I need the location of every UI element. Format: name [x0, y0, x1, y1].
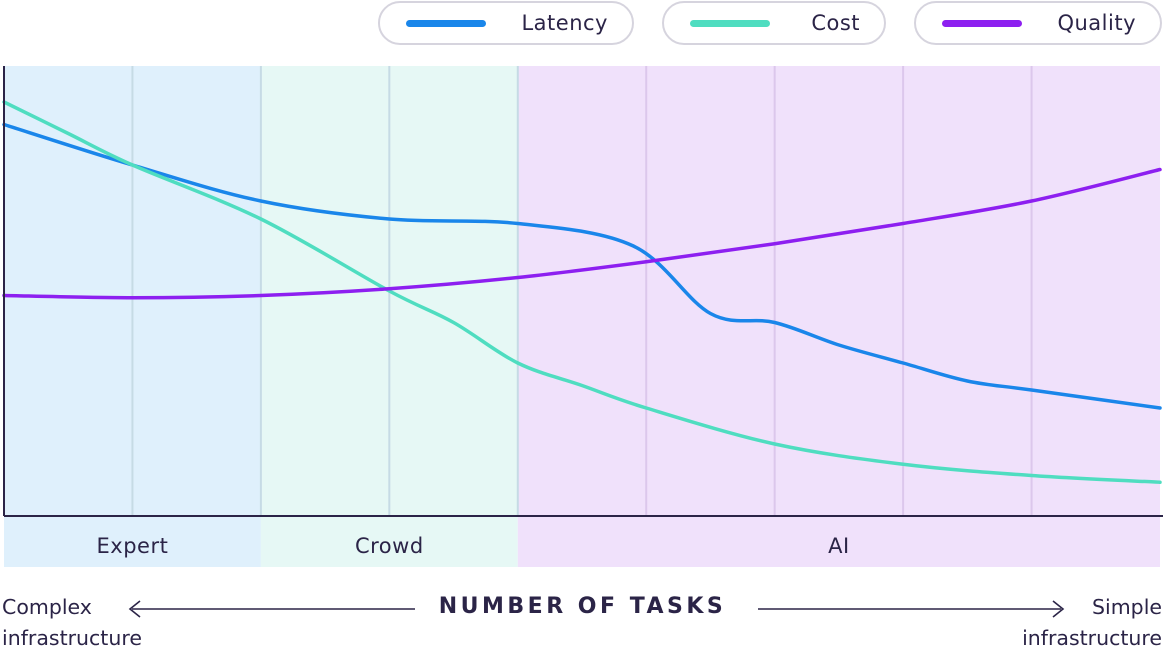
legend-item-quality[interactable]: Quality [914, 1, 1162, 45]
legend-label-latency: Latency [521, 11, 608, 35]
x-right-label-line2: infrastructure [1022, 626, 1162, 650]
series-lines [2, 100, 1162, 484]
series-line-latency [2, 122, 1162, 410]
x-left-label: Complex infrastructure [2, 592, 142, 654]
legend-label-quality: Quality [1057, 11, 1136, 35]
axes [3, 66, 1163, 517]
left-arrow-head [128, 600, 141, 618]
x-right-label: Simple infrastructure [1022, 592, 1162, 654]
region-ai [517, 66, 1160, 567]
x-left-label-line2: infrastructure [2, 626, 142, 650]
series-line-cost [2, 100, 1162, 484]
x-right-label-line1: Simple [1092, 595, 1162, 619]
legend-label-cost: Cost [811, 11, 860, 35]
region-label-ai: AI [828, 534, 850, 558]
legend-swatch-cost [690, 19, 770, 27]
right-arrow-head [1052, 600, 1065, 618]
region-label-crowd: Crowd [355, 534, 424, 558]
legend-swatch-quality [942, 19, 1022, 27]
series-line-quality [2, 167, 1162, 300]
legend-item-cost[interactable]: Cost [662, 1, 886, 45]
regions: Expert Crowd AI [4, 66, 1160, 567]
legend-item-latency[interactable]: Latency [378, 1, 634, 45]
x-left-label-line1: Complex [2, 595, 92, 619]
x-axis-title: NUMBER OF TASKS [438, 594, 727, 619]
legend-swatch-latency [406, 19, 486, 27]
region-label-expert: Expert [97, 534, 169, 558]
axis-arrows [128, 600, 1065, 618]
